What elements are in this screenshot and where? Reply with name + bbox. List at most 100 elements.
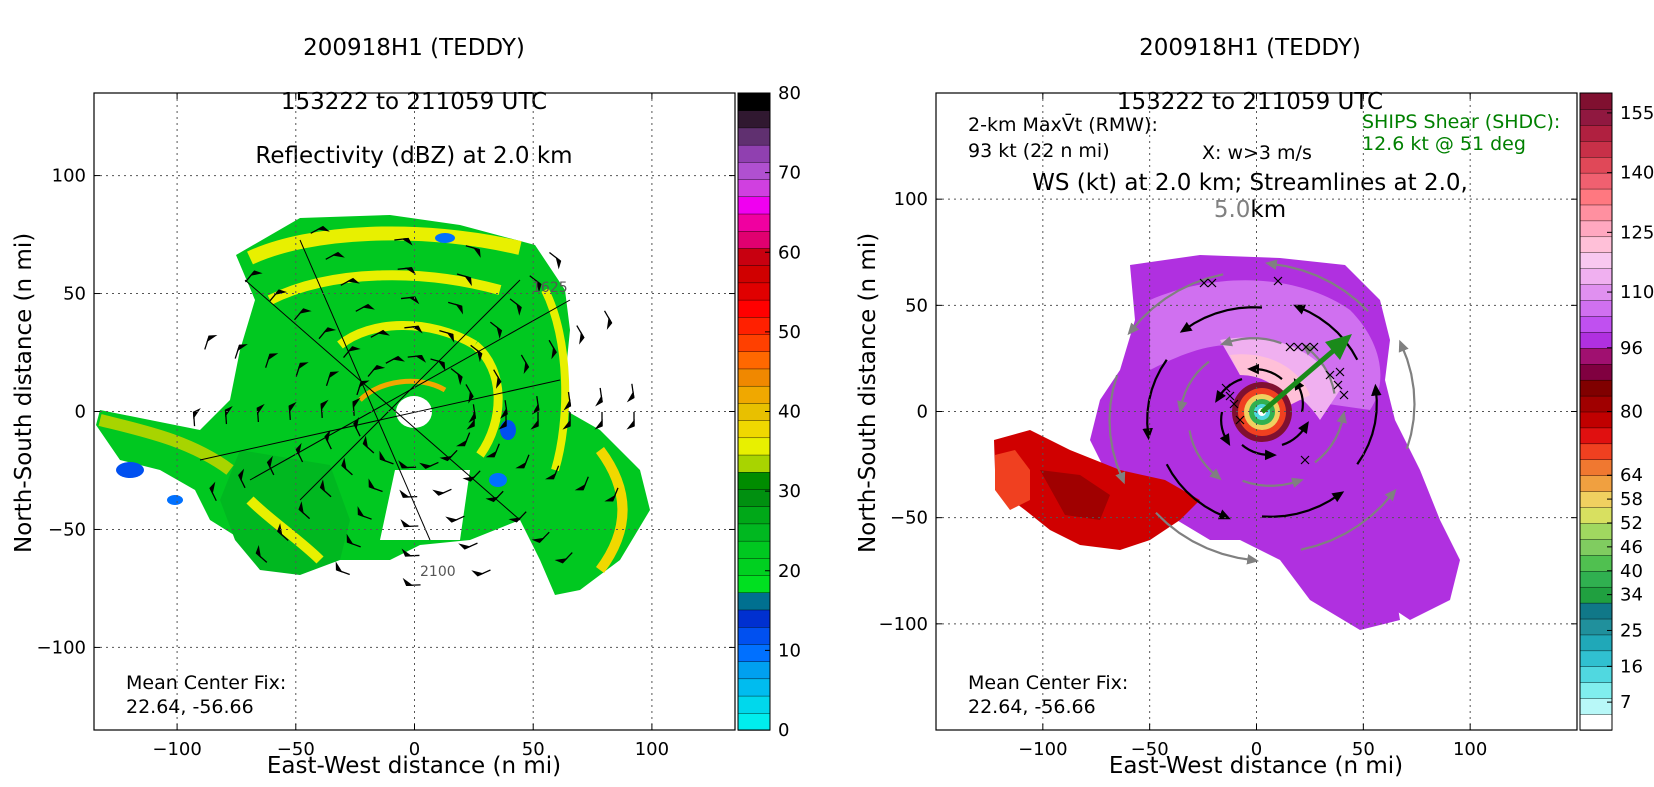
updraft-marker <box>1301 342 1311 352</box>
colorbar-swatch <box>1579 108 1613 126</box>
left-title-line-1: 200918H1 (TEDDY) <box>303 35 525 61</box>
wind-barb-flag <box>604 494 616 502</box>
streamline <box>1219 411 1231 447</box>
wind-barb-flag <box>361 303 375 310</box>
maxvt-value: 93 kt (22 n mi) <box>968 140 1110 162</box>
colorbar-tick-label: 96 <box>1620 338 1643 359</box>
colorbar-swatch <box>1579 475 1613 492</box>
wind-barb-flag <box>414 354 427 363</box>
wind-barb-flag <box>288 401 297 413</box>
wind-barb-flag <box>357 506 365 518</box>
colorbar-swatch <box>737 437 771 456</box>
updraft-marker <box>1207 278 1217 288</box>
colorbar-tick-label: 70 <box>778 163 801 184</box>
y-tick-label: −100 <box>37 637 86 658</box>
right-colorbar: 7 16 25 34 40 46 52 58 64 80 96 110 125 140 155 <box>1579 92 1654 731</box>
colorbar-swatch <box>1579 459 1613 476</box>
colorbar-swatch <box>1579 363 1613 381</box>
updraft-marker <box>1339 390 1349 400</box>
streamline <box>1142 359 1168 441</box>
streamline <box>1356 383 1382 465</box>
colorbar-swatch <box>1579 713 1613 731</box>
wind-barb-flag <box>495 375 502 389</box>
left-title-line-3: Reflectivity (dBZ) at 2.0 km <box>255 143 573 169</box>
colorbar-swatch <box>737 660 771 680</box>
colorbar-tick-label: 0 <box>778 720 789 741</box>
colorbar-tick-label: 25 <box>1620 620 1643 641</box>
wind-barb-flag <box>500 407 508 419</box>
wind-barb-flag <box>328 371 340 379</box>
wind-barb-flag <box>485 450 498 458</box>
wind-barb-flag <box>192 408 201 420</box>
wind-barb-flag <box>352 397 361 409</box>
shear-arrow-head <box>1325 334 1352 360</box>
wind-barb-flag <box>496 325 503 339</box>
colorbar-swatch <box>1579 172 1613 190</box>
colorbar-swatch <box>1579 682 1613 699</box>
x-tick-label: 50 <box>1352 739 1375 760</box>
wind-barb-flag <box>439 455 453 462</box>
colorbar-swatch <box>1579 443 1613 460</box>
wind-barb-flag <box>476 349 483 363</box>
colorbar-swatch <box>1579 252 1613 269</box>
streamline <box>1261 491 1345 518</box>
wind-barb-flag <box>297 362 309 370</box>
streamline <box>1241 444 1277 461</box>
colorbar-swatch <box>1579 204 1613 222</box>
wind-barb-flag <box>206 335 218 343</box>
colorbar-swatch <box>737 695 771 714</box>
colorbar-swatch <box>1579 618 1613 636</box>
colorbar-tick-label: 34 <box>1620 585 1643 606</box>
wind-barb-flag <box>277 523 283 537</box>
streamline <box>1398 339 1416 450</box>
wind-barb-flag <box>346 277 360 284</box>
wind-barb-flag <box>320 399 329 411</box>
colorbar-swatch <box>737 230 771 249</box>
wind-barb-flag <box>362 435 369 449</box>
wind-speed-field <box>994 255 1460 630</box>
colorbar-tick-label: 52 <box>1620 513 1643 534</box>
colorbar-swatch <box>1579 220 1613 238</box>
colorbar-tick-label: 50 <box>778 322 801 343</box>
wind-barb-flag <box>319 479 326 493</box>
x-tick-label: 100 <box>1453 739 1487 760</box>
wind-barb-flag <box>298 501 304 515</box>
x-tick-label: 0 <box>1251 739 1262 760</box>
x-tick-label: −100 <box>152 739 201 760</box>
left-xlabel: East-West distance (n mi) <box>266 753 562 779</box>
wind-barb-flag <box>376 329 390 336</box>
updraft-marker <box>1229 399 1239 409</box>
colorbar-swatch <box>1579 299 1613 317</box>
updraft-marker <box>1309 342 1319 352</box>
wind-barb-flag <box>555 256 562 270</box>
colorbar-swatch <box>737 247 771 266</box>
wind-barb-flag <box>408 296 420 305</box>
left-center-fix-label: Mean Center Fix: <box>126 672 286 694</box>
wind-barb-flag <box>485 496 499 503</box>
pass-time-label: 2100 <box>420 564 456 580</box>
colorbar-swatch <box>1579 124 1613 142</box>
colorbar-swatch <box>737 351 771 370</box>
colorbar-tick-label: 10 <box>778 640 801 661</box>
wind-barb-flag <box>579 331 585 345</box>
wind-barb-flag <box>456 372 463 386</box>
streamline <box>1165 463 1231 520</box>
updraft-marker <box>1293 342 1303 352</box>
colorbar-swatch <box>737 92 771 111</box>
colorbar-swatch <box>1579 570 1613 588</box>
wind-barb-flag <box>399 489 411 498</box>
colorbar-tick-label: 30 <box>778 481 801 502</box>
colorbar-tick-label: 46 <box>1620 537 1643 558</box>
reflectivity-field <box>96 215 650 595</box>
wind-barb-flag <box>368 478 376 490</box>
colorbar-swatch <box>1579 522 1613 540</box>
colorbar-swatch <box>737 110 771 129</box>
wind-barb-flag <box>324 429 331 443</box>
wind-barb-flag <box>255 544 262 559</box>
wind-barb-flag <box>515 461 527 469</box>
colorbar-swatch <box>1579 634 1613 652</box>
wind-barb-flag <box>298 308 312 314</box>
wind-barb-flag <box>574 483 587 491</box>
updraft-marker <box>1225 391 1235 401</box>
wind-barb-flag <box>626 390 635 403</box>
